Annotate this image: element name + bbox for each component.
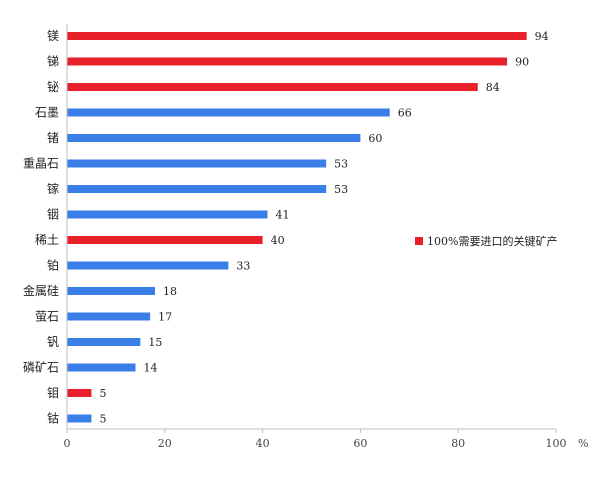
legend: 100%需要进口的关键矿产 [415, 234, 557, 248]
bar [67, 287, 156, 295]
category-label: 锑 [47, 55, 59, 69]
value-label: 17 [158, 311, 172, 324]
value-label: 40 [271, 234, 285, 247]
category-label: 铋 [47, 79, 59, 94]
bar [67, 236, 263, 244]
category-label: 铟 [47, 208, 59, 222]
value-label: 66 [398, 107, 412, 120]
value-label: 53 [334, 158, 348, 171]
value-label: 5 [99, 387, 106, 400]
category-label: 稀土 [35, 233, 59, 247]
bar [67, 57, 508, 66]
value-label: 53 [334, 183, 348, 196]
x-axis-unit: % [578, 437, 588, 450]
x-tick-label: 40 [256, 437, 270, 450]
category-label: 石墨 [35, 106, 59, 120]
x-tick-label: 20 [158, 437, 172, 450]
value-label: 18 [163, 285, 177, 298]
category-label: 钴 [47, 411, 59, 426]
category-label: 钼 [47, 386, 59, 400]
bar [67, 210, 268, 219]
bar [67, 108, 390, 117]
bar [67, 159, 327, 168]
category-label: 镁 [47, 29, 59, 43]
x-tick-label: 60 [353, 437, 367, 450]
x-tick-label: 80 [451, 437, 465, 450]
category-label: 铂 [47, 258, 59, 273]
value-label: 41 [275, 209, 289, 222]
value-label: 33 [236, 260, 250, 273]
category-label: 金属硅 [23, 283, 59, 298]
value-label: 84 [486, 81, 500, 94]
value-label: 14 [143, 362, 157, 375]
legend-swatch [415, 237, 423, 245]
category-label: 镓 [47, 181, 59, 196]
category-label: 萤石 [35, 310, 59, 324]
value-label: 15 [148, 336, 162, 349]
x-tick-label: 100 [546, 437, 567, 450]
bar [67, 389, 92, 397]
category-label: 锗 [47, 130, 59, 145]
x-axis-ticks: 0 20 40 60 80 100 [64, 429, 567, 450]
value-labels: 94 90 84 66 60 53 53 41 40 33 18 17 15 14 5 5 [99, 30, 548, 426]
bars-group [67, 32, 527, 423]
category-label: 钒 [47, 334, 59, 349]
bar [67, 134, 361, 142]
legend-label: 100%需要进口的关键矿产 [427, 234, 557, 248]
value-label: 90 [515, 56, 529, 69]
bar [67, 338, 141, 346]
bar [67, 185, 327, 193]
bar [67, 312, 151, 321]
value-label: 5 [99, 413, 106, 426]
category-label: 重晶石 [23, 157, 59, 171]
category-label: 磷矿石 [23, 360, 59, 375]
value-label: 60 [368, 132, 382, 145]
bar [67, 261, 229, 270]
bar [67, 83, 478, 91]
bar [67, 414, 92, 423]
x-tick-label: 0 [64, 437, 71, 450]
bar [67, 32, 527, 40]
bar [67, 363, 136, 372]
value-label: 94 [535, 30, 549, 43]
